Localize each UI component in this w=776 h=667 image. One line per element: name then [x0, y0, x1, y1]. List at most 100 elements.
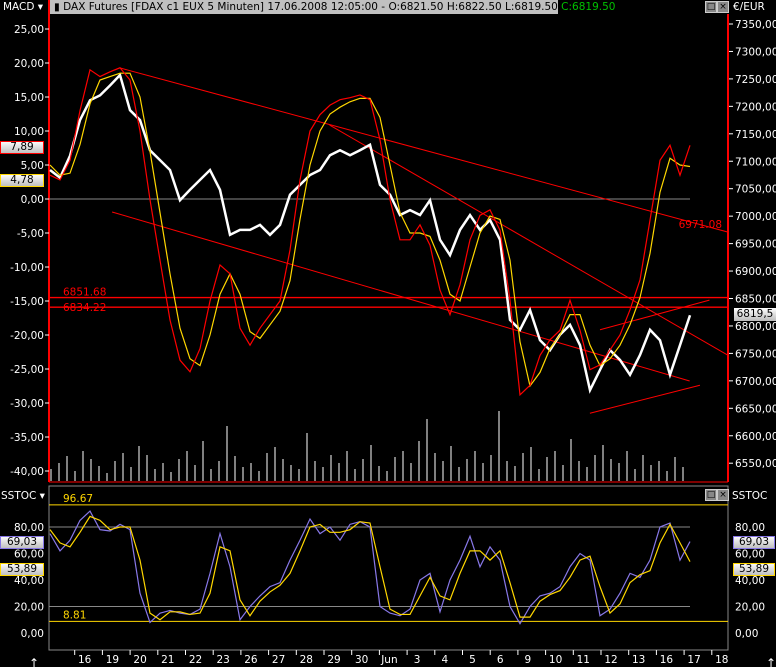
price-axis-tick: 7150,00 [735, 129, 776, 141]
price-axis-tick: 7250,00 [735, 74, 776, 86]
stoch-d-badge-left: 53,89 [0, 563, 44, 576]
stoch-k-badge-right: 69,03 [733, 536, 775, 549]
price-axis-tick: 7350,00 [735, 19, 776, 31]
price-axis-tick: 7000,00 [735, 211, 776, 223]
stoch-axis-tick-right: 60,00 [735, 549, 765, 561]
macd-axis-tick: -20,00 [10, 330, 44, 342]
trendline [329, 124, 728, 356]
price-value-badge: 6819,5 [734, 308, 776, 321]
price-axis-tick: 7050,00 [735, 184, 776, 196]
x-axis-tick: 3 [414, 654, 421, 666]
stoch-axis-tick-right: 40,00 [735, 575, 765, 587]
stoch-d-badge-right: 53,89 [733, 563, 775, 576]
x-axis-tick: 16 [660, 654, 674, 666]
stoch-axis-tick-left: 0,00 [21, 628, 44, 640]
close-icon[interactable]: × [717, 1, 729, 13]
price-axis-tick: 6950,00 [735, 239, 776, 251]
trendline [111, 211, 690, 382]
x-axis-tick: 4 [441, 654, 448, 666]
stoch-axis-tick-left: 80,00 [14, 522, 44, 534]
macd-value-badge: 7,89 [0, 141, 44, 154]
price-axis-tick: 6850,00 [735, 294, 776, 306]
x-axis-tick: 28 [300, 654, 313, 666]
price-axis-tick: 7200,00 [735, 101, 776, 113]
price-axis-tick: 6650,00 [735, 403, 776, 415]
x-axis-tick: 29 [327, 654, 340, 666]
quote-datetime: 17.06.2008 12:05:00 - [267, 1, 386, 13]
sstoc-label-right: SSTOC [732, 490, 768, 502]
trendline-value-label: 6971.08 [679, 219, 722, 231]
close-icon[interactable]: × [717, 489, 729, 501]
macd-axis-tick: 25,00 [14, 24, 44, 36]
x-axis-tick: 20 [133, 654, 146, 666]
x-axis-tick: Jun [380, 654, 397, 666]
macd-axis-tick: -30,00 [10, 398, 44, 410]
restore-window-icon[interactable]: □ [705, 489, 717, 501]
arrow-up-icon: ↑ [29, 656, 39, 667]
x-axis-tick: 11 [577, 654, 590, 666]
price-line [49, 72, 692, 394]
stoch-axis-tick-left: 40,00 [14, 575, 44, 587]
trendline [599, 299, 710, 331]
price-axis-tick: 7100,00 [735, 156, 776, 168]
x-axis-tick: 9 [525, 654, 532, 666]
x-axis-tick: 19 [106, 654, 119, 666]
trendline [589, 384, 701, 414]
price-level-label: 6851.68 [63, 287, 106, 299]
price-axis-tick: 6750,00 [735, 348, 776, 360]
signal-value-badge: 4,78 [0, 174, 44, 187]
x-axis-tick: 16 [78, 654, 92, 666]
x-axis-tick: 10 [549, 654, 562, 666]
x-axis-tick: 17 [687, 654, 700, 666]
price-axis-tick: 6900,00 [735, 266, 776, 278]
candlestick-icon: ▮ [54, 1, 64, 13]
macd-axis-tick: -10,00 [10, 262, 44, 274]
x-axis-tick: 26 [244, 654, 258, 666]
x-axis-tick: 22 [189, 654, 202, 666]
macd-axis-tick: -40,00 [10, 466, 44, 478]
quote-close: C:6819.50 [561, 1, 616, 13]
x-axis-tick: 6 [497, 654, 504, 666]
stoch-level-label: 96.67 [63, 493, 93, 505]
x-axis-tick: 18 [715, 654, 728, 666]
stoch-panel-frame [48, 485, 729, 651]
stoch-axis-tick-right: 80,00 [735, 522, 765, 534]
x-axis-tick: 27 [272, 654, 285, 666]
price-axis-tick: 6800,00 [735, 321, 776, 333]
instrument-name: DAX Futures [FDAX c1 EUX 5 Minuten] [63, 1, 265, 13]
macd-axis-tick: -15,00 [10, 296, 44, 308]
price-axis-tick: 6700,00 [735, 376, 776, 388]
stoch-axis-tick-left: 20,00 [14, 602, 44, 614]
x-axis-tick: 13 [632, 654, 645, 666]
stoch-d-line [49, 515, 691, 621]
sstoc-indicator-menu[interactable]: SSTOC ▾ [1, 490, 45, 502]
price-axis-tick: 7300,00 [735, 46, 776, 58]
stoch-k-badge-left: 69,03 [0, 536, 44, 549]
macd-axis-tick: 0,00 [21, 194, 44, 206]
trendline [119, 67, 728, 233]
macd-axis-tick: -5,00 [17, 228, 44, 240]
macd-indicator-menu[interactable]: MACD ▾ [3, 1, 44, 13]
price-axis-tick: 6600,00 [735, 431, 776, 443]
x-axis-tick: 23 [217, 654, 230, 666]
macd-axis-tick: 10,00 [14, 126, 44, 138]
stoch-k-line [49, 510, 691, 625]
chart-title-bar: ▮ DAX Futures [FDAX c1 EUX 5 Minuten] 17… [50, 0, 615, 14]
price-level-label: 6834.22 [63, 302, 106, 314]
macd-axis-tick: -25,00 [10, 364, 44, 376]
macd-axis-tick: 5,00 [21, 160, 44, 172]
stoch-level-label: 8.81 [63, 609, 86, 621]
macd-line [49, 67, 691, 397]
stoch-axis-tick-right: 20,00 [735, 602, 765, 614]
stoch-axis-tick-right: 0,00 [735, 628, 758, 640]
price-axis-tick: 6550,00 [735, 458, 776, 470]
currency-label: €/EUR [733, 1, 765, 13]
macd-signal-line [49, 72, 691, 388]
arrow-up-icon: ↑ [766, 656, 776, 667]
restore-window-icon[interactable]: □ [705, 1, 717, 13]
x-axis-tick: 5 [469, 654, 476, 666]
x-axis-tick: 30 [355, 654, 368, 666]
x-axis-tick: 12 [604, 654, 617, 666]
